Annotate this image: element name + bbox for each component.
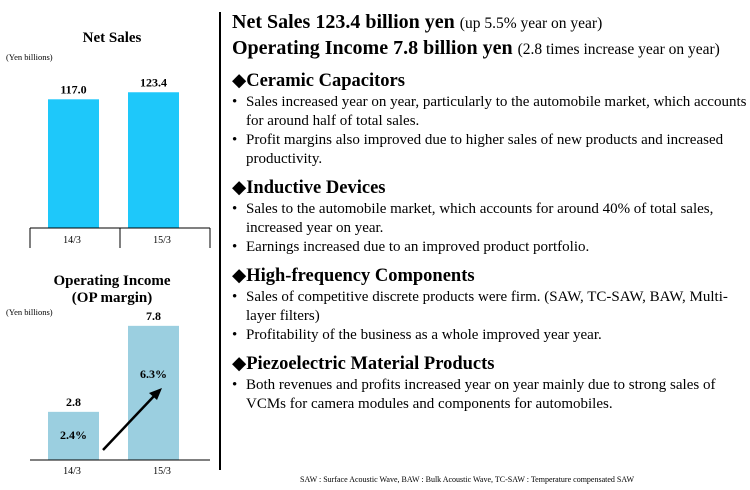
section-piezoelectric-material-products: ◆Piezoelectric Material Products Both re… — [232, 353, 747, 414]
op-income-margin-label: 6.3% — [140, 367, 167, 381]
bullet-item: Sales to the automobile market, which ac… — [232, 200, 747, 238]
section-inductive-devices: ◆Inductive Devices Sales to the automobi… — [232, 177, 747, 257]
section-title: ◆Ceramic Capacitors — [232, 71, 405, 91]
operating-income-chart: Operating Income (OP margin) (Yen billio… — [6, 273, 210, 477]
section-high-frequency-components: ◆High-frequency Components Sales of comp… — [232, 265, 747, 345]
net-sales-value-label: 123.4 — [140, 75, 167, 89]
headline-operating-income: Operating Income 7.8 billion yen (2.8 ti… — [232, 36, 747, 62]
op-income-tick-label: 14/3 — [63, 466, 81, 477]
footnote: SAW : Surface Acoustic Wave, BAW : Bulk … — [300, 475, 635, 484]
op-income-tick-label: 15/3 — [153, 466, 171, 477]
net-sales-tick-label: 15/3 — [153, 235, 171, 246]
op-income-value-label: 7.8 — [146, 309, 161, 323]
headline-net-sales: Net Sales 123.4 billion yen (up 5.5% yea… — [232, 10, 747, 36]
section-title: ◆Piezoelectric Material Products — [232, 354, 495, 374]
net-sales-change: (up 5.5% year on year) — [459, 15, 603, 32]
net-sales-tick-label: 14/3 — [63, 235, 81, 246]
net-sales-value-label: 117.0 — [60, 82, 86, 96]
bullet-item: Profit margins also improved due to high… — [232, 131, 747, 169]
bullet-item: Both revenues and profits increased year… — [232, 376, 747, 414]
summary-panel: Net Sales 123.4 billion yen (up 5.5% yea… — [232, 10, 747, 414]
charts-panel: Net Sales (Yen billions) 117.0 123.4 14/3… — [6, 30, 211, 477]
net-sales-title: Net Sales — [83, 30, 142, 46]
bullet-item: Earnings increased due to an improved pr… — [232, 238, 747, 257]
vertical-divider — [219, 12, 221, 470]
section-ceramic-capacitors: ◆Ceramic Capacitors Sales increased year… — [232, 70, 747, 169]
op-income-value-label: 2.8 — [66, 395, 81, 409]
section-title: ◆High-frequency Components — [232, 266, 475, 286]
net-sales-bar — [48, 99, 99, 228]
bullet-item: Profitability of the business as a whole… — [232, 326, 747, 345]
net-sales-chart: Net Sales (Yen billions) 117.0 123.4 14/3… — [6, 30, 211, 248]
op-income-headline: Operating Income 7.8 billion yen — [232, 37, 513, 59]
bullet-item: Sales increased year on year, particular… — [232, 93, 747, 131]
section-title: ◆Inductive Devices — [232, 178, 386, 198]
bullet-item: Sales of competitive discrete products w… — [232, 288, 747, 326]
net-sales-unit: (Yen billions) — [6, 52, 53, 62]
net-sales-bar — [128, 92, 179, 228]
growth-arrow-head — [149, 388, 162, 400]
net-sales-headline: Net Sales 123.4 billion yen — [232, 11, 455, 33]
growth-arrow-line — [102, 394, 156, 451]
op-income-subtitle: (OP margin) — [72, 290, 152, 306]
op-income-change: (2.8 times increase year on year) — [517, 41, 720, 58]
op-income-bar — [48, 411, 99, 460]
op-income-margin-label: 2.4% — [60, 428, 87, 442]
op-income-title: Operating Income — [53, 273, 170, 289]
op-income-unit: (Yen billions) — [6, 307, 53, 317]
